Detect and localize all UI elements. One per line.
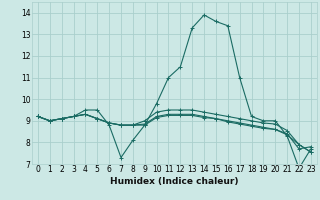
X-axis label: Humidex (Indice chaleur): Humidex (Indice chaleur) (110, 177, 239, 186)
